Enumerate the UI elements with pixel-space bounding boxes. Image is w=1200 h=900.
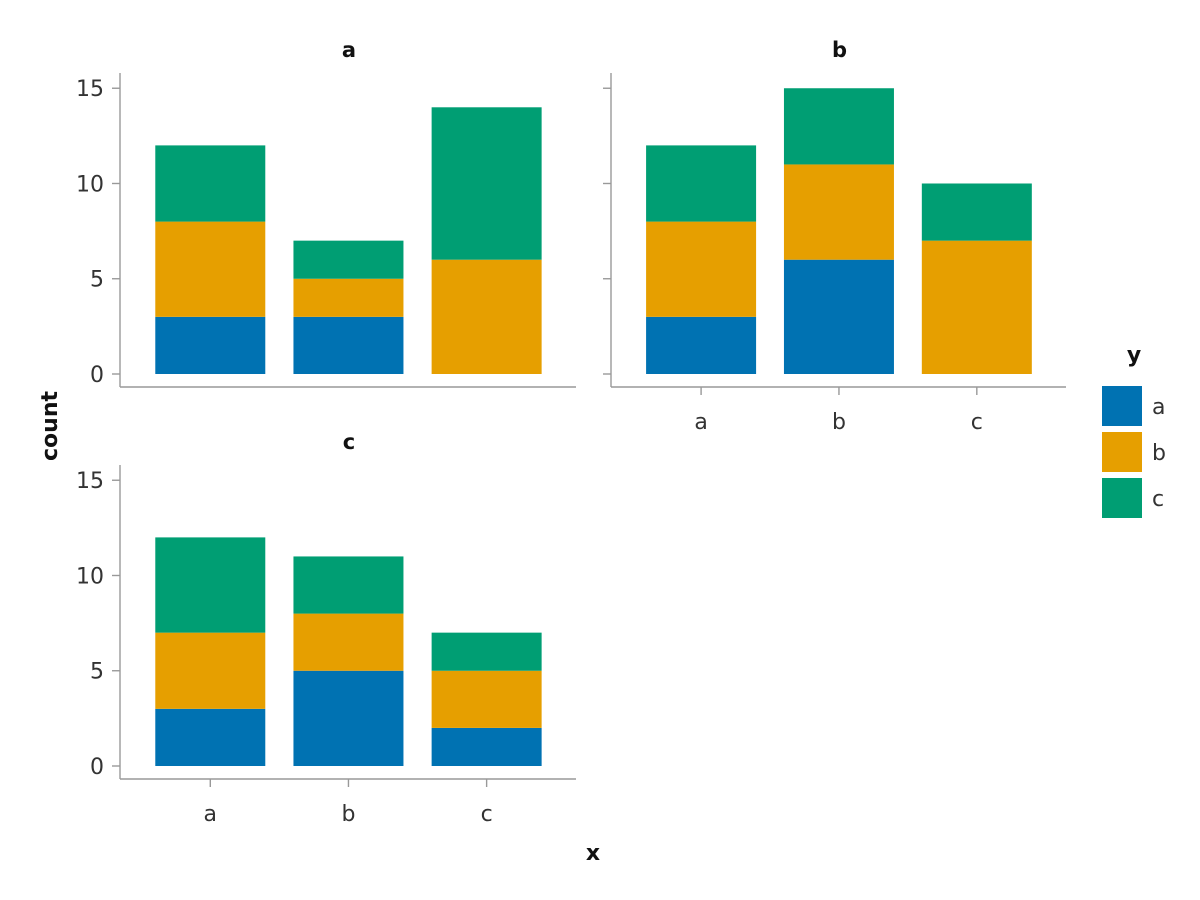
y-tick-label: 10 [76,564,104,589]
bar-segment-b-c-b [921,240,1032,374]
y-tick-label: 0 [90,363,104,388]
legend-swatch-b [1102,432,1142,472]
y-tick-label: 15 [76,469,104,494]
facet-panel-a: a 0 5 10 15 [76,38,576,388]
facet-title: b [832,38,847,62]
x-tick-label: c [971,410,983,435]
bar-segment-a-c-b [431,259,542,374]
facet-title: a [342,38,356,62]
facet-panel-c: c 0 5 10 15 a b c [76,430,576,827]
facet-title: c [343,430,355,454]
bar-segment-c-b-b [293,613,404,671]
x-tick-label: a [204,802,217,827]
bar-segment-c-a-c [155,537,266,633]
y-axis-title: count [38,391,63,461]
bar-segment-b-a-a [646,316,757,374]
bar-segment-a-c-c [431,107,542,260]
x-tick-label: a [694,410,707,435]
legend-title: y [1127,343,1141,368]
bar-segment-a-b-b [293,278,404,317]
bar-segment-a-a-a [155,316,266,374]
y-tick-label: 0 [90,755,104,780]
bar-segment-c-a-b [155,632,266,709]
x-tick-label: b [341,802,355,827]
bar-segment-b-a-c [646,145,757,222]
bar-segment-a-a-c [155,145,266,222]
bar-segment-a-a-b [155,221,266,317]
bar-segment-a-b-c [293,240,404,279]
bar-segment-c-a-a [155,708,266,766]
bar-segment-c-c-c [431,632,542,671]
legend: y abc [1102,343,1166,518]
y-tick-label: 5 [90,268,104,293]
bar-segment-a-b-a [293,316,404,374]
bar-segment-c-b-a [293,670,404,766]
x-axis-title: x [586,841,600,866]
x-tick-label: c [481,802,493,827]
bar-segment-b-b-b [783,164,894,260]
legend-label-c: c [1152,487,1164,512]
y-tick-label: 10 [76,172,104,197]
legend-swatch-a [1102,386,1142,426]
bar-segment-c-c-b [431,670,542,728]
legend-swatch-c [1102,478,1142,518]
bar-segment-b-a-b [646,221,757,317]
facet-panel-b: b a b c [603,38,1066,435]
y-tick-label: 5 [90,660,104,685]
x-tick-label: b [832,410,846,435]
bar-segment-b-b-a [783,259,894,374]
bar-segment-b-c-c [921,183,1032,241]
legend-label-b: b [1152,441,1166,466]
bar-segment-c-c-a [431,727,542,766]
bar-segment-b-b-c [783,88,894,165]
bar-segment-c-b-c [293,556,404,614]
legend-label-a: a [1152,395,1165,420]
facets-layer: a 0 5 10 15 b a b c c 0 5 10 15 a b c [76,38,1066,827]
y-tick-label: 15 [76,77,104,102]
